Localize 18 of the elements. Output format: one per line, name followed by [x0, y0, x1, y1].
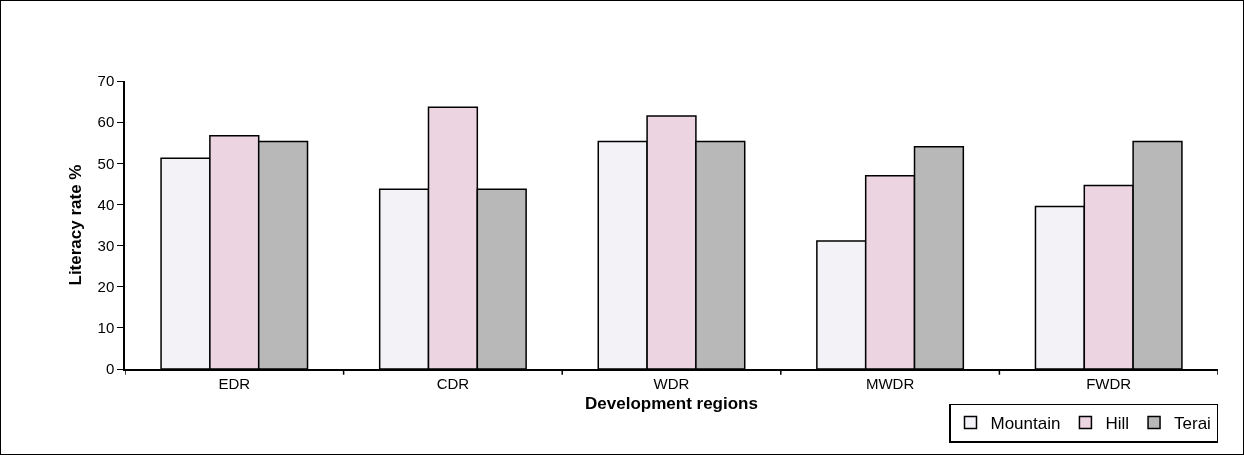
legend-label: Mountain	[990, 414, 1061, 434]
x-axis-title: Development regions	[585, 393, 758, 413]
y-tick-label: 50	[97, 154, 115, 172]
y-tick-label: 40	[97, 195, 115, 213]
x-tick-label: EDR	[218, 374, 251, 392]
y-tick-label: 10	[97, 319, 115, 337]
y-tick-label: 70	[97, 72, 115, 90]
y-tick-label: 60	[97, 113, 115, 131]
x-tick-label: MWDR	[865, 374, 915, 392]
y-axis-title: Literacy rate %	[65, 164, 85, 286]
y-tick-label: 20	[97, 277, 115, 295]
x-tick-label: FWDR	[1086, 374, 1132, 392]
legend-label: Hill	[1105, 414, 1130, 434]
y-tick-label: 0	[105, 360, 115, 378]
x-tick-label: WDR	[653, 374, 690, 392]
x-tick-label: CDR	[436, 374, 470, 392]
legend-label: Terai	[1174, 414, 1211, 434]
y-tick-label: 30	[97, 236, 115, 254]
